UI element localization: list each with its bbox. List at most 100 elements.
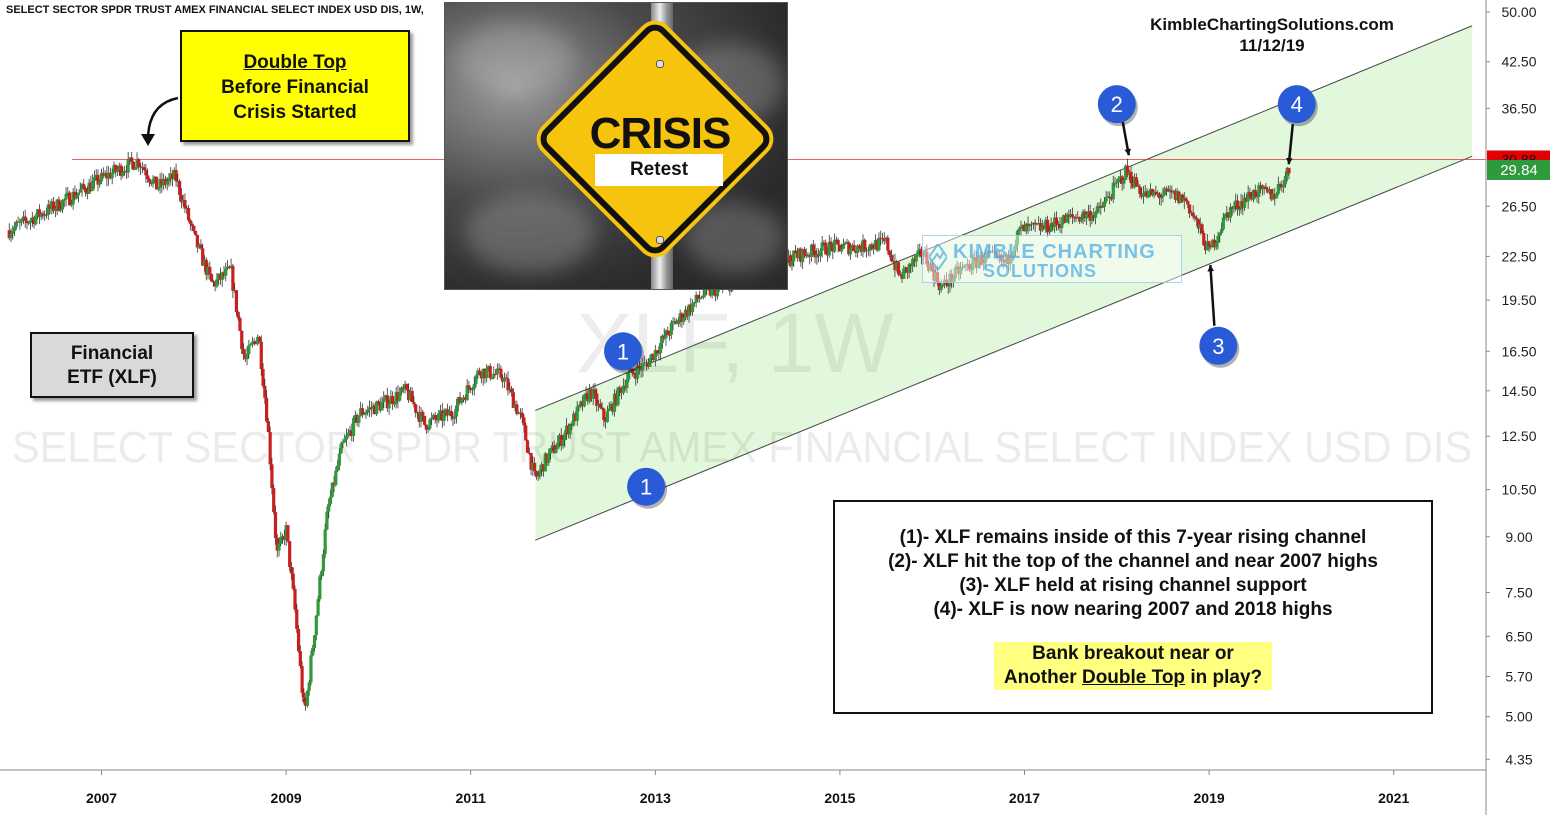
marker-label: 1	[640, 475, 652, 500]
candle-body	[911, 258, 915, 267]
candle-body	[34, 216, 38, 225]
candle-body	[586, 392, 590, 402]
candle-body	[675, 321, 679, 324]
candle-body	[595, 393, 599, 406]
candle-body	[985, 252, 989, 254]
candle-body	[211, 281, 215, 283]
candle-body	[1131, 182, 1135, 188]
candle-body	[103, 173, 107, 176]
candle-body	[279, 536, 283, 544]
candle-body	[162, 178, 166, 186]
candle-body	[1196, 219, 1201, 229]
candle-body	[545, 453, 549, 463]
candle-body	[813, 250, 817, 258]
candle-body	[286, 525, 290, 542]
candle-body	[23, 216, 27, 221]
candle-body	[1086, 211, 1091, 214]
candle-body	[1088, 211, 1092, 221]
candle-body	[293, 588, 297, 610]
logo-line2: SOLUTIONS	[983, 261, 1098, 281]
candle-body	[20, 219, 24, 222]
candle-body	[1221, 217, 1225, 230]
candle-body	[618, 387, 622, 389]
brand-name: KimbleChartingSolutions.com	[1150, 15, 1394, 34]
candle-body	[474, 375, 478, 384]
candle-body	[438, 410, 443, 413]
candle-body	[627, 372, 631, 380]
candle-body	[490, 378, 494, 380]
symbol-header: SELECT SECTOR SPDR TRUST AMEX FINANCIAL …	[6, 4, 424, 16]
candle-body	[11, 231, 15, 234]
candle-body	[538, 469, 542, 476]
candle-body	[1044, 219, 1048, 229]
candle-body	[923, 251, 927, 256]
candle-body	[856, 245, 860, 253]
candle-body	[879, 237, 883, 239]
candle-body	[263, 385, 267, 398]
candle-body	[547, 453, 551, 463]
candle-body	[1271, 193, 1275, 200]
candle-body	[873, 240, 878, 250]
y-tick-label: 22.50	[1501, 248, 1536, 264]
candle-body	[692, 301, 696, 304]
candle-body	[73, 191, 77, 199]
candle-body	[1124, 165, 1128, 180]
candle-body	[628, 368, 633, 373]
candle-body	[1159, 196, 1163, 199]
candle-body	[959, 268, 963, 275]
candle-body	[121, 172, 125, 176]
candle-body	[1285, 167, 1289, 176]
candle-body	[16, 221, 20, 223]
candle-body	[708, 287, 712, 296]
candle-body	[327, 504, 331, 512]
double-top-line2: Before Financial	[221, 77, 369, 98]
candle-body	[25, 220, 29, 224]
candle-body	[818, 250, 822, 257]
double-top-arrowhead	[141, 134, 155, 146]
candle-body	[330, 482, 334, 497]
marker-label: 3	[1212, 334, 1224, 359]
candle-body	[284, 525, 288, 540]
candle-body	[1239, 200, 1243, 210]
candle-body	[435, 419, 439, 421]
candle-body	[836, 239, 840, 245]
candle-body	[582, 394, 586, 407]
candle-body	[387, 403, 391, 409]
y-tick-label: 14.50	[1501, 383, 1536, 399]
candle-body	[153, 176, 157, 180]
candle-body	[891, 261, 895, 263]
candle-body	[107, 172, 111, 179]
candle-body	[957, 266, 961, 275]
candle-body	[925, 251, 929, 265]
candle-body	[1166, 189, 1170, 192]
notes-box: (1)- XLF remains inside of this 7-year r…	[833, 500, 1433, 714]
candle-body	[912, 258, 917, 262]
candle-body	[994, 251, 998, 255]
candle-body	[289, 566, 294, 574]
candle-body	[158, 178, 162, 188]
channel-upper-line	[535, 25, 1473, 411]
candle-body	[1031, 222, 1035, 224]
candle-body	[1266, 188, 1270, 193]
candle-body	[1143, 191, 1147, 194]
candle-body	[147, 179, 152, 183]
candle-body	[1115, 182, 1119, 184]
candle-body	[41, 213, 45, 217]
candle-body	[224, 268, 228, 276]
candle-body	[1058, 224, 1062, 229]
etf-line2: ETF (XLF)	[67, 367, 157, 388]
candle-body	[612, 393, 617, 412]
candle-body	[227, 266, 231, 269]
candle-body	[533, 462, 537, 472]
candle-body	[1203, 245, 1208, 251]
candle-body	[703, 286, 707, 296]
candle-body	[651, 353, 656, 360]
candle-body	[346, 432, 350, 436]
candle-body	[337, 453, 341, 466]
brand-block: KimbleChartingSolutions.com 11/12/19	[1092, 14, 1452, 56]
candle-body	[1109, 198, 1114, 200]
candle-body	[501, 377, 505, 382]
candle-body	[460, 399, 464, 403]
candle-body	[128, 157, 132, 159]
candle-body	[811, 244, 815, 251]
